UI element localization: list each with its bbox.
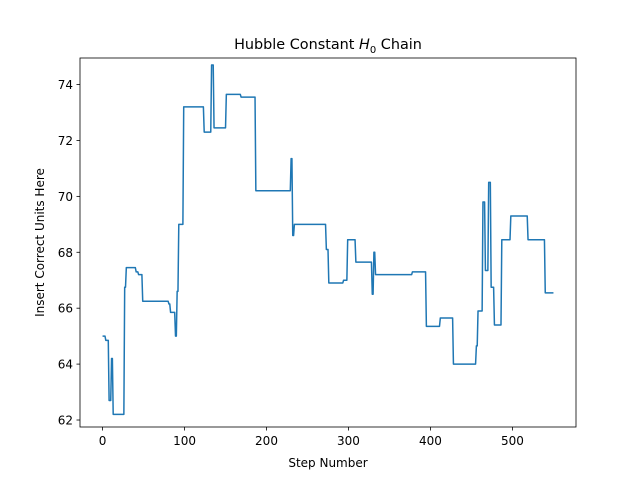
chart-title-subscript: 0 (370, 45, 376, 56)
axes-frame (79, 57, 577, 428)
chain-trace-line (102, 64, 554, 416)
y-tick-label: 74 (58, 78, 73, 92)
x-tick-label: 300 (337, 434, 360, 448)
chart-title-symbol: H (359, 37, 370, 53)
x-axis-ticks: 0 100 200 300 400 500 (99, 427, 524, 448)
x-axis-label: Step Number (288, 456, 367, 470)
x-tick-label: 400 (419, 434, 442, 448)
y-tick-label: 68 (58, 246, 73, 260)
x-tick-label: 0 (99, 434, 107, 448)
y-tick-label: 70 (58, 190, 73, 204)
y-tick-label: 64 (58, 358, 73, 372)
chart-title-main: Hubble Constant (234, 37, 359, 53)
chart-title-tail: Chain (376, 37, 422, 53)
x-tick-label: 500 (501, 434, 524, 448)
y-tick-label: 72 (58, 134, 73, 148)
y-axis-label: Insert Correct Units Here (33, 168, 47, 317)
x-tick-label: 100 (173, 434, 196, 448)
y-axis-ticks: 62 64 66 68 70 72 74 (58, 78, 80, 428)
plot-area (102, 64, 554, 416)
y-tick-label: 66 (58, 302, 73, 316)
y-tick-label: 62 (58, 414, 73, 428)
x-tick-label: 200 (255, 434, 278, 448)
chart-title: Hubble Constant H0 Chain (234, 37, 422, 56)
